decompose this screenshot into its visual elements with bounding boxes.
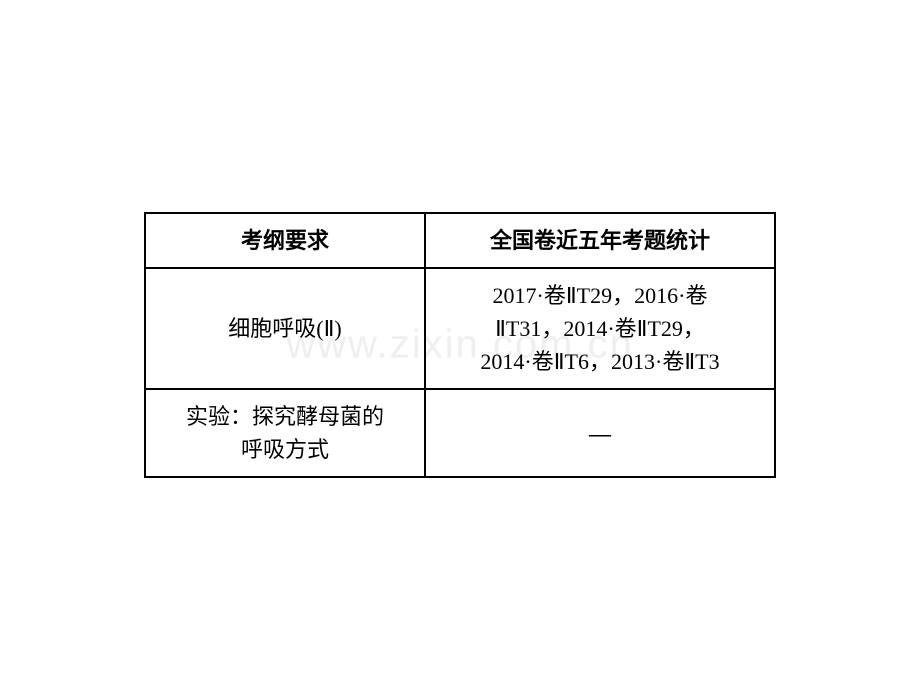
header-col2: 全国卷近五年考题统计 [425,213,775,268]
row2-col1-line2: 呼吸方式 [241,437,329,462]
table-header-row: 考纲要求 全国卷近五年考题统计 [145,213,775,268]
row2-col1: 实验：探究酵母菌的呼吸方式 [145,389,425,477]
table-wrapper: 考纲要求 全国卷近五年考题统计 细胞呼吸(Ⅱ) 2017·卷ⅡT29，2016·… [144,212,776,478]
row2-col1-line1: 实验：探究酵母菌的 [186,404,384,429]
row1-col2-line2: ⅡT31，2014·卷ⅡT29， [495,316,705,341]
exam-requirements-table: 考纲要求 全国卷近五年考题统计 细胞呼吸(Ⅱ) 2017·卷ⅡT29，2016·… [144,212,776,478]
header-col1: 考纲要求 [145,213,425,268]
row2-col2: — [425,389,775,477]
row1-col2-line3: 2014·卷ⅡT6，2013·卷ⅡT3 [480,349,719,374]
row1-col1: 细胞呼吸(Ⅱ) [145,268,425,389]
table-row: 细胞呼吸(Ⅱ) 2017·卷ⅡT29，2016·卷 ⅡT31，2014·卷ⅡT29… [145,268,775,389]
table-row: 实验：探究酵母菌的呼吸方式 — [145,389,775,477]
row1-col2: 2017·卷ⅡT29，2016·卷 ⅡT31，2014·卷ⅡT29， 2014·卷Ⅱ… [425,268,775,389]
row1-col2-line1: 2017·卷ⅡT29，2016·卷 [493,283,708,308]
